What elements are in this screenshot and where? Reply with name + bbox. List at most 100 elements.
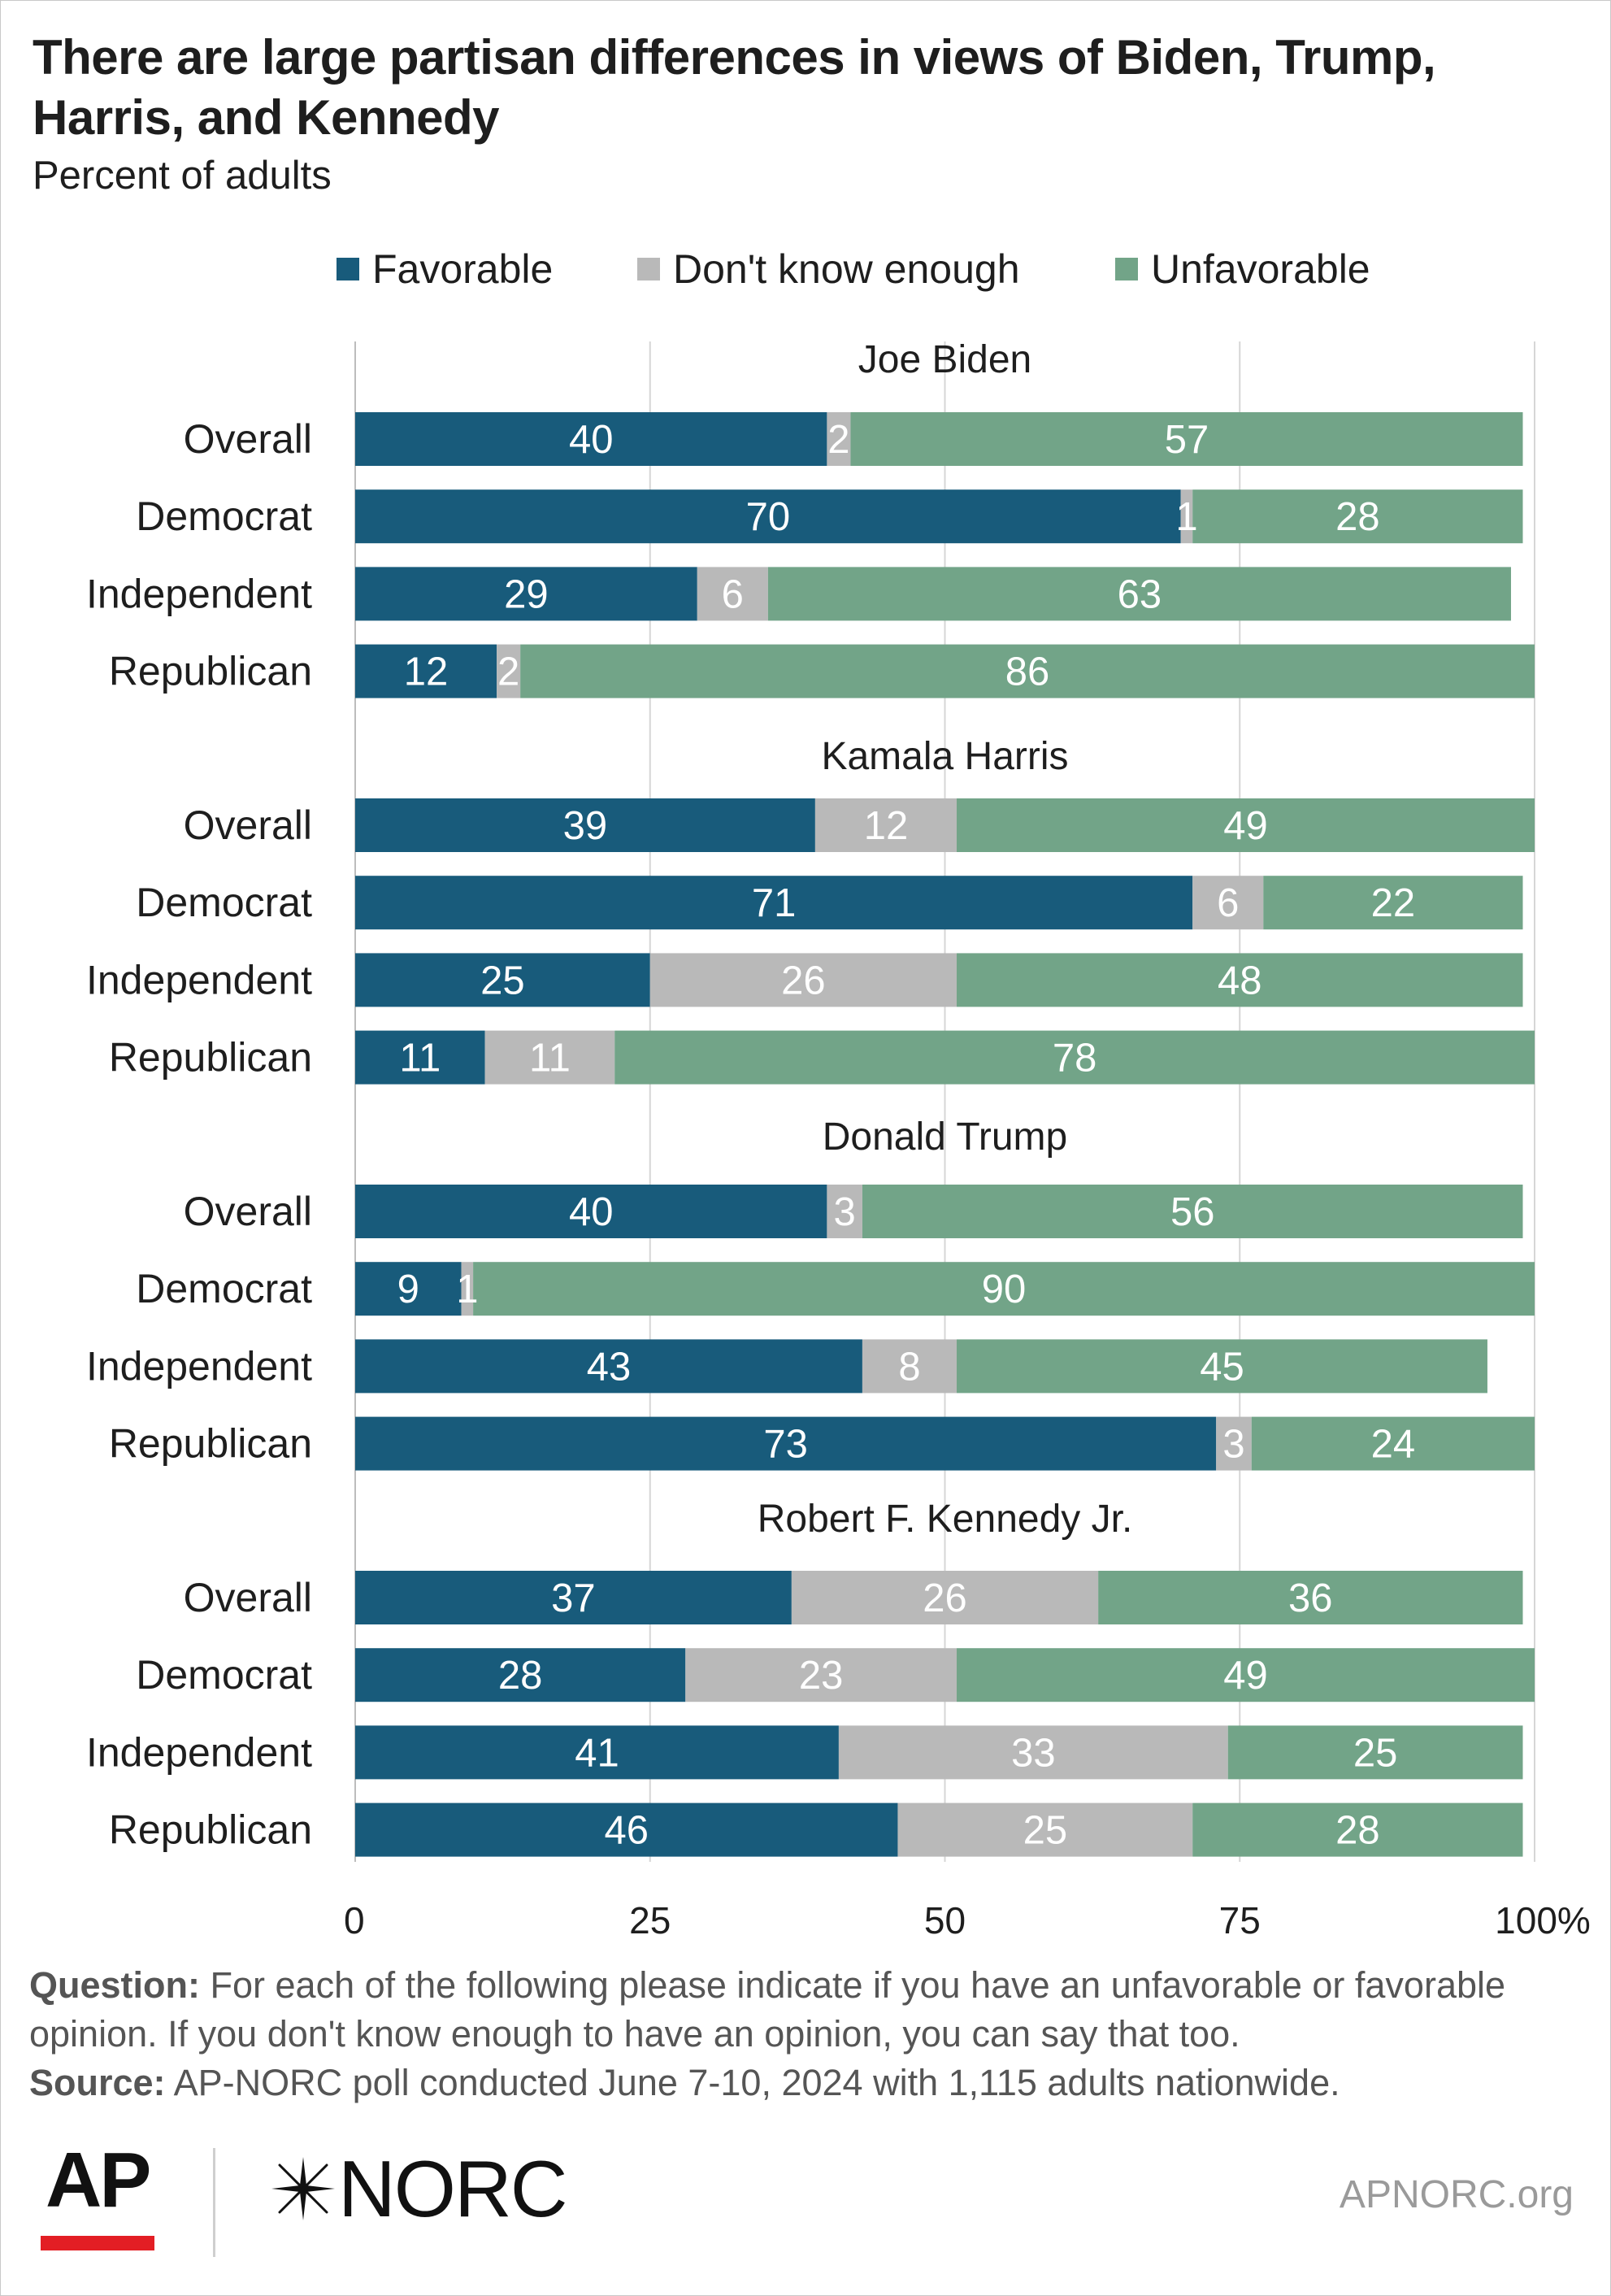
value-label-favorable: 43 (587, 1345, 632, 1389)
logo-divider (213, 2148, 215, 2257)
value-label-dont-know: 3 (1222, 1423, 1244, 1467)
value-label-unfavorable: 28 (1335, 1809, 1380, 1853)
bar-unfavorable-1-independent (767, 567, 1511, 621)
value-label-favorable: 73 (763, 1423, 808, 1467)
source-label: Source: (29, 2062, 166, 2103)
value-label-favorable: 39 (563, 804, 608, 848)
category-label-independent: Independent (86, 957, 312, 1002)
value-label-dont-know: 11 (529, 1037, 571, 1081)
value-label-dont-know: 23 (799, 1654, 844, 1698)
value-label-dont-know: 1 (456, 1268, 478, 1311)
value-label-unfavorable: 78 (1053, 1037, 1097, 1081)
bar-unfavorable-1-democrat (1192, 489, 1523, 544)
bar-favorable-3-independent (355, 1339, 862, 1394)
value-label-unfavorable: 90 (982, 1268, 1027, 1311)
x-tick-label-75: 75 (1219, 1899, 1261, 1942)
category-label-democrat: Democrat (136, 494, 312, 539)
labels: Joe Biden Overall 40 2 57 Democrat 70 1 28 Indepe… (86, 338, 1591, 1942)
chart-subtitle: Percent of adults (33, 154, 332, 198)
category-label-democrat: Democrat (136, 1652, 312, 1698)
bar-unfavorable-3-democrat (473, 1262, 1535, 1316)
category-label-democrat: Democrat (136, 1266, 312, 1311)
bar-dont-know-4-democrat (685, 1648, 957, 1702)
bar-dont-know-4-independent (838, 1725, 1228, 1780)
value-label-dont-know: 6 (1217, 881, 1239, 925)
category-label-republican: Republican (109, 1035, 312, 1081)
value-label-favorable: 41 (575, 1731, 619, 1775)
value-label-dont-know: 1 (1175, 495, 1197, 539)
category-label-overall: Overall (184, 416, 312, 462)
value-label-unfavorable: 24 (1371, 1423, 1416, 1467)
value-label-dont-know: 26 (923, 1576, 967, 1620)
value-label-favorable: 46 (604, 1809, 649, 1853)
value-label-unfavorable: 28 (1335, 495, 1380, 539)
bar-dont-know-4-republican (897, 1802, 1193, 1857)
bar-unfavorable-4-republican (1192, 1802, 1523, 1857)
value-label-favorable: 40 (569, 418, 614, 462)
bar-dont-know-3-independent (862, 1339, 957, 1394)
category-label-overall: Overall (184, 802, 312, 848)
bar-dont-know-1-independent (697, 567, 768, 621)
bar-unfavorable-4-independent (1227, 1725, 1523, 1780)
footnote: Question: For each of the following plea… (29, 1961, 1590, 2107)
value-label-favorable: 37 (551, 1576, 596, 1620)
bar-favorable-3-overall (355, 1185, 827, 1238)
legend-swatch-unfavorable (1115, 258, 1138, 280)
value-label-unfavorable: 48 (1218, 959, 1262, 1002)
category-label-republican: Republican (109, 649, 312, 694)
bar-dont-know-3-democrat (461, 1262, 474, 1316)
value-label-dont-know: 12 (864, 804, 909, 848)
bar-favorable-2-independent (355, 953, 650, 1007)
value-label-dont-know: 33 (1011, 1731, 1056, 1775)
value-label-favorable: 70 (746, 495, 791, 539)
legend-item-dont-know: Don't know enough (637, 241, 1020, 298)
x-tick-label-50: 50 (924, 1899, 966, 1942)
value-label-dont-know: 26 (781, 959, 826, 1002)
bar-favorable-1-independent (355, 567, 697, 621)
panel-title-1: Joe Biden (858, 338, 1032, 381)
bar-favorable-2-overall (355, 798, 815, 852)
value-label-favorable: 28 (498, 1654, 543, 1698)
value-label-dont-know: 3 (834, 1190, 856, 1234)
value-label-dont-know: 2 (827, 418, 849, 462)
value-label-unfavorable: 49 (1223, 804, 1268, 848)
value-label-unfavorable: 45 (1200, 1345, 1244, 1389)
bar-favorable-4-republican (355, 1802, 898, 1857)
category-label-democrat: Democrat (136, 880, 312, 925)
bar-dont-know-2-overall (814, 798, 957, 852)
bar-favorable-4-independent (355, 1725, 839, 1780)
value-label-dont-know: 25 (1023, 1809, 1068, 1853)
bar-unfavorable-1-overall (850, 412, 1523, 466)
category-label-republican: Republican (109, 1807, 312, 1853)
category-label-republican: Republican (109, 1421, 312, 1467)
bar-unfavorable-3-independent (957, 1339, 1487, 1394)
value-label-favorable: 25 (480, 959, 525, 1002)
value-label-unfavorable: 57 (1165, 418, 1209, 462)
bar-favorable-4-democrat (355, 1648, 686, 1702)
legend-swatch-favorable (337, 258, 359, 280)
panel-title-4: Robert F. Kennedy Jr. (758, 1498, 1133, 1541)
chart-title: There are large partisan differences in … (33, 30, 1436, 145)
bar-favorable-3-democrat (355, 1262, 462, 1316)
bar-dont-know-2-republican (484, 1030, 615, 1085)
bar-dont-know-4-overall (791, 1571, 1099, 1624)
value-label-unfavorable: 49 (1223, 1654, 1268, 1698)
bar-dont-know-3-overall (827, 1185, 862, 1238)
category-label-overall: Overall (184, 1575, 312, 1620)
bar-favorable-2-republican (355, 1030, 485, 1085)
bar-dont-know-2-independent (649, 953, 957, 1007)
question-text: For each of the following please indicat… (29, 1964, 1506, 2055)
bar-favorable-3-republican (355, 1416, 1217, 1471)
bar-dont-know-1-republican (497, 644, 521, 698)
value-label-favorable: 9 (397, 1268, 419, 1311)
ap-logo: AP (46, 2137, 151, 2224)
bar-favorable-1-republican (355, 644, 497, 698)
panel-title-2: Kamala Harris (821, 735, 1068, 778)
category-label-independent: Independent (86, 571, 312, 616)
value-label-dont-know: 6 (722, 572, 744, 616)
value-label-favorable: 40 (569, 1190, 614, 1234)
value-label-unfavorable: 25 (1353, 1731, 1398, 1775)
bar-unfavorable-4-democrat (957, 1648, 1535, 1702)
bar-unfavorable-4-overall (1098, 1571, 1523, 1624)
value-label-unfavorable: 63 (1118, 572, 1162, 616)
